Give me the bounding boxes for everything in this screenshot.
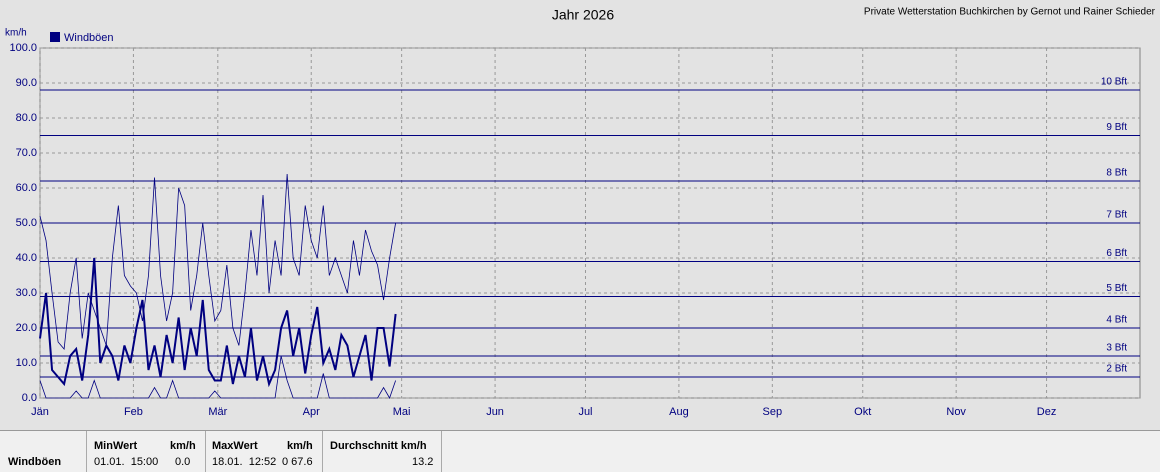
beaufort-label: 2 Bft — [1106, 364, 1127, 375]
x-tick-label: Mai — [393, 406, 411, 418]
beaufort-label: 7 Bft — [1106, 210, 1127, 221]
legend-swatch — [50, 32, 60, 42]
cell: 0 67.6 — [282, 456, 313, 468]
credit: Private Wetterstation Buchkirchen by Ger… — [864, 7, 1156, 18]
x-tick-label: Jul — [578, 406, 592, 418]
x-tick-label: Feb — [124, 406, 143, 418]
beaufort-label: 3 Bft — [1106, 343, 1127, 354]
series-line — [39, 173, 397, 350]
y-tick-label: 20.0 — [16, 322, 37, 334]
header: km/h — [170, 440, 196, 452]
y-tick-label: 50.0 — [16, 217, 37, 229]
chart-title: Jahr 2026 — [552, 7, 614, 23]
beaufort-label: 8 Bft — [1106, 168, 1127, 179]
y-tick-label: 0.0 — [22, 392, 37, 404]
series-line — [39, 257, 397, 388]
x-tick-label: Jän — [31, 406, 49, 418]
cell: 13.2 — [412, 456, 434, 468]
beaufort-label: 9 Bft — [1106, 122, 1127, 133]
x-tick-label: Dez — [1037, 406, 1057, 418]
beaufort-label: 6 Bft — [1106, 248, 1127, 259]
x-tick-label: Nov — [946, 406, 966, 418]
y-tick-label: 40.0 — [16, 252, 37, 264]
y-tick-label: 60.0 — [16, 182, 37, 194]
y-tick-label: 30.0 — [16, 287, 37, 299]
chart: Jahr 2026 Private Wetterstation Buchkirc… — [5, 7, 1156, 418]
legend-label: Windböen — [64, 32, 114, 44]
x-tick-label: Sep — [763, 406, 783, 418]
x-tick-label: Okt — [854, 406, 871, 418]
beaufort-label: 5 Bft — [1106, 283, 1127, 294]
header: km/h — [287, 440, 313, 452]
header: MinWert — [94, 440, 138, 452]
series-line — [39, 355, 396, 399]
cell: 18.01. 12:52 — [212, 456, 277, 468]
header: Durchschnitt km/h — [330, 440, 427, 452]
x-tick-label: Jun — [486, 406, 504, 418]
y-tick-label: 90.0 — [16, 77, 37, 89]
cell: 01.01. 15:00 — [94, 456, 159, 468]
y-tick-label: 10.0 — [16, 357, 37, 369]
beaufort-label: 4 Bft — [1106, 315, 1127, 326]
y-tick-label: 100.0 — [9, 42, 37, 54]
x-tick-label: Apr — [303, 406, 320, 418]
cell: 0.0 — [175, 456, 191, 468]
row-label: Windböen — [8, 456, 62, 468]
x-tick-label: Mär — [208, 406, 227, 418]
x-tick-label: Aug — [669, 406, 689, 418]
beaufort-label: 10 Bft — [1101, 77, 1127, 88]
summary-table: Windböen MinWert km/h MaxWert km/h Durch… — [0, 430, 1160, 472]
header: MaxWert — [212, 440, 258, 452]
y-tick-label: 80.0 — [16, 112, 37, 124]
y-tick-label: 70.0 — [16, 147, 37, 159]
y-axis-label: km/h — [5, 28, 27, 39]
